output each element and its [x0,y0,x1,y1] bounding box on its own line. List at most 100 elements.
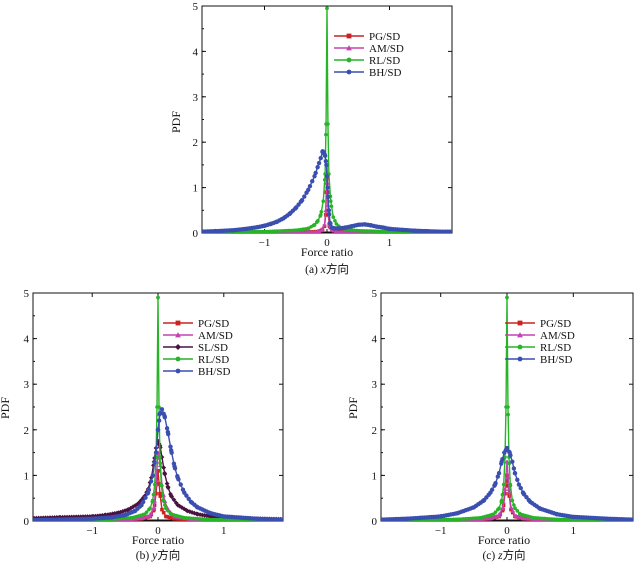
data-point-rl-sd [318,213,323,217]
data-point-bh-sd [493,480,498,486]
data-point-bh-sd [495,474,501,479]
data-point-bh-sd [313,170,318,176]
y-tick-label: 4 [193,46,199,58]
data-point-sl-sd [161,465,167,471]
legend-label: AM/SD [540,330,575,342]
data-point-bh-sd [184,493,189,498]
data-point-am-sd [497,510,503,516]
data-point-bh-sd [323,158,329,164]
legend-label: BH/SD [198,366,230,378]
panel-b-caption: (b) y方向 [136,548,180,562]
data-point-bh-sd [325,194,331,200]
x-tick-label: −1 [259,237,271,249]
series-bh-sd [33,407,283,521]
data-point-bh-sd [325,185,330,190]
data-point-bh-sd [512,471,518,476]
series-pg-sd [33,469,283,521]
x-tick-label: 1 [387,237,393,249]
data-point-rl-sd [510,498,515,503]
panel-c-caption-suffix: 方向 [503,548,526,562]
data-point-am-sd [506,489,512,494]
y-tick-label: 3 [193,92,199,104]
data-point-bh-sd [162,415,168,420]
data-point-pg-sd [156,469,160,473]
legend-item-rl-sd: RL/SD [505,342,571,354]
y-tick-label: 0 [24,516,30,528]
legend-swatch-marker [517,344,523,350]
data-point-pg-sd [509,507,513,512]
data-point-bh-sd [518,485,523,491]
legend-label: SL/SD [198,342,228,354]
data-point-rl-sd [158,461,163,466]
data-point-bh-sd [164,426,170,431]
data-point-sl-sd [168,491,173,497]
legend-item-bh-sd: BH/SD [334,67,401,79]
data-point-am-sd [496,513,502,518]
y-tick-label: 5 [372,288,378,300]
series-line-pg-sd [33,470,283,521]
data-point-rl-sd [322,177,327,182]
data-point-rl-sd [333,219,337,223]
legend-swatch-marker [346,57,352,63]
data-point-rl-sd [152,482,157,487]
data-point-rl-sd [512,503,516,507]
legend-swatch-marker [517,320,523,326]
panel-c-caption-prefix: (c) [482,550,498,562]
y-tick-label: 2 [24,425,30,437]
panel-a-caption: (a) x方向 [305,262,349,276]
data-point-sl-sd [171,497,177,503]
legend-item-sl-sd: SL/SD [163,342,228,354]
data-point-bh-sd [327,212,332,217]
legend-swatch-marker [346,33,352,39]
legend-item-rl-sd: RL/SD [163,354,229,366]
x-tick-label: −1 [435,525,447,537]
data-point-rl-sd [325,6,329,11]
data-point-rl-sd [316,218,320,223]
data-point-sl-sd [195,511,201,517]
x-tick-label: 1 [571,525,577,537]
data-point-pg-sd [154,491,158,496]
x-tick-label: 0 [324,237,330,249]
x-tick-label: −1 [86,525,98,537]
panel-c-caption-axis: z [497,550,503,562]
data-point-rl-sd [324,132,328,137]
legend-swatch-marker [175,368,181,374]
data-point-bh-sd [148,479,154,484]
panel-c-caption: (c) z方向 [482,548,525,562]
data-point-bh-sd [153,450,159,455]
y-tick-label: 2 [372,425,378,437]
data-point-bh-sd [169,450,174,455]
data-point-rl-sd [166,509,171,513]
data-point-bh-sd [168,444,173,449]
data-point-pg-sd [157,482,161,486]
data-point-sl-sd [199,512,205,518]
legend-label: RL/SD [198,354,229,366]
series-bh-sd [202,149,452,233]
series-layer [33,295,283,521]
panel-a-y-axis-label: PDF [169,111,183,133]
panel-b-x-axis-label: Force ratio [132,533,184,547]
legend-item-pg-sd: PG/SD [505,318,571,330]
data-point-rl-sd [156,295,160,300]
data-point-pg-sd [158,494,163,498]
data-point-sl-sd [179,505,185,510]
data-point-rl-sd [506,405,510,409]
data-point-bh-sd [152,460,157,465]
data-point-rl-sd [159,483,164,488]
legend-label: RL/SD [369,55,400,67]
y-tick-label: 5 [24,288,30,300]
data-point-bh-sd [312,174,317,179]
data-point-sl-sd [177,503,182,509]
data-point-rl-sd [161,498,166,503]
series-line-pg-sd [381,475,633,521]
x-tick-label: 1 [221,525,227,537]
panel-a-caption-axis: x [320,264,327,276]
series-line-am-sd [33,452,283,521]
data-point-rl-sd [164,506,168,511]
y-tick-label: 1 [24,470,30,482]
data-point-sl-sd [90,513,96,519]
